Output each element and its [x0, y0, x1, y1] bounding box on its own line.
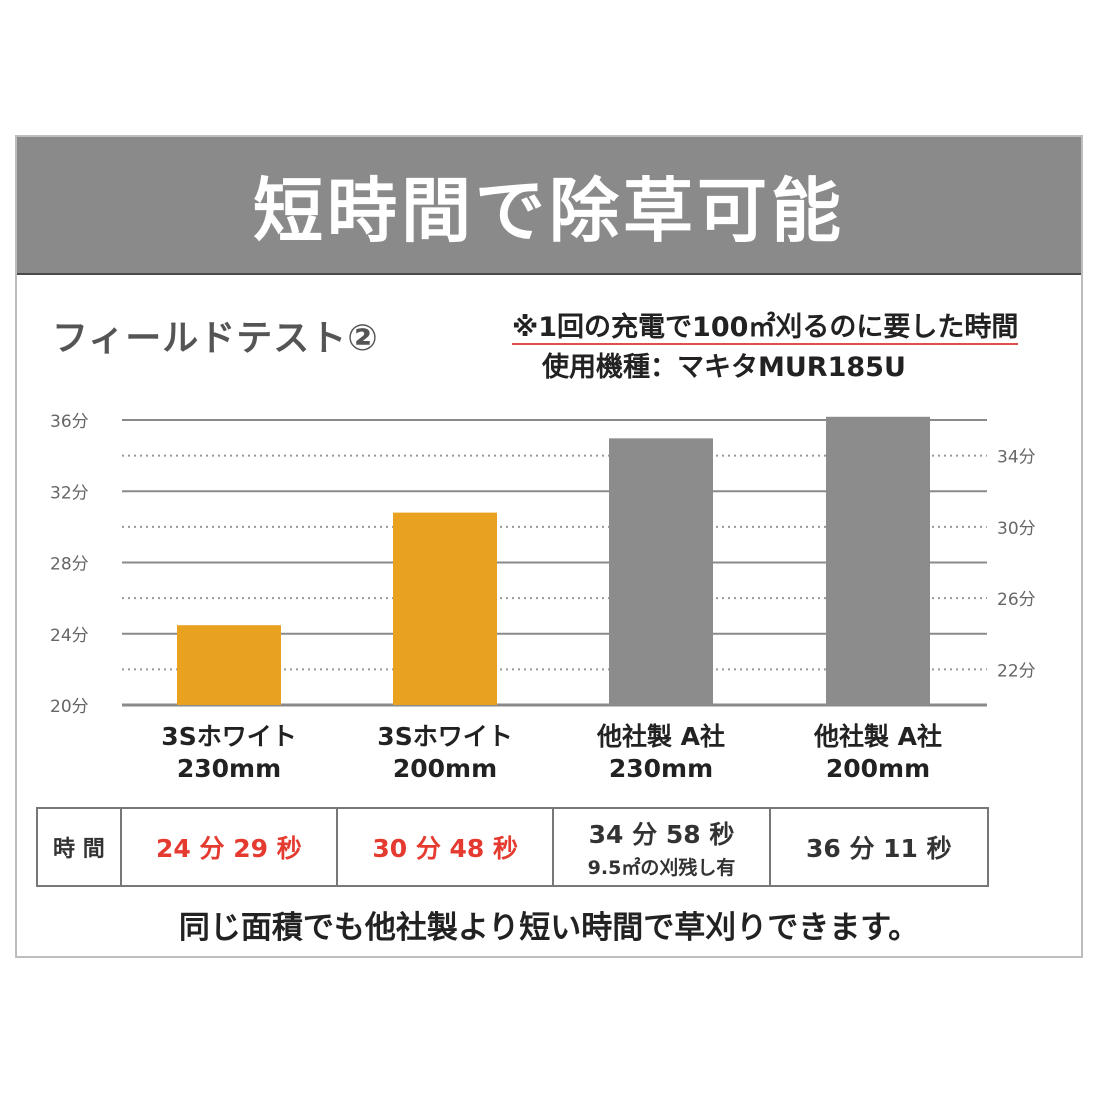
- chart-panel: 短時間で除草可能 フィールドテスト② ※1回の充電で100㎡刈るのに要した時間 …: [15, 135, 1083, 958]
- left-tick-label: 32分: [50, 483, 89, 503]
- time-cell-4-main: 36 分 11 秒: [805, 834, 952, 863]
- time-cell-3: 34 分 58 秒 9.5㎡の刈残し有: [554, 809, 771, 885]
- time-table: 時 間 24 分 29 秒 30 分 48 秒 34 分 58 秒 9.5㎡の刈…: [36, 807, 989, 887]
- category-label: 230mm: [609, 754, 713, 783]
- time-cell-1-main: 24 分 29 秒: [156, 834, 302, 863]
- time-cell-2-main: 30 分 48 秒: [372, 834, 519, 863]
- left-tick-label: 20分: [50, 697, 89, 717]
- bar: [826, 416, 930, 705]
- category-label: 230mm: [177, 754, 281, 783]
- time-cell-3-main: 34 分 58 秒: [588, 819, 735, 849]
- left-tick-label: 24分: [50, 626, 89, 646]
- banner-title: 短時間で除草可能: [253, 169, 845, 252]
- category-label: 200mm: [826, 754, 930, 783]
- right-tick-label: 34分: [997, 448, 1036, 468]
- right-tick-label: 22分: [997, 661, 1036, 681]
- title-banner: 短時間で除草可能: [17, 137, 1081, 275]
- bar: [177, 625, 281, 705]
- bar-chart: 34分 30分 26分 22分 36分 32分 28分 24分 20分 3Sホワイト 230mm 3S…: [50, 412, 1036, 783]
- bar: [393, 512, 497, 705]
- time-cell-1: 24 分 29 秒: [122, 809, 339, 885]
- footer-note: 同じ面積でも他社製より短い時間で草刈りできます。: [178, 910, 920, 946]
- time-table-header: 時 間: [38, 809, 122, 885]
- left-tick-label: 28分: [50, 555, 89, 575]
- note-line-1: ※1回の充電で100㎡刈るのに要した時間: [512, 305, 1019, 345]
- left-tick-label: 36分: [50, 412, 89, 432]
- category-label: 3Sホワイト: [377, 722, 512, 751]
- right-tick-label: 30分: [997, 519, 1036, 539]
- time-cell-3-sub: 9.5㎡の刈残し有: [587, 856, 736, 879]
- time-cell-4: 36 分 11 秒: [771, 809, 987, 885]
- note-line-2: 使用機種：マキタMUR185U: [542, 352, 906, 383]
- time-cell-2: 30 分 48 秒: [338, 809, 555, 885]
- category-label: 他社製 A社: [813, 722, 942, 751]
- category-label: 200mm: [393, 754, 497, 783]
- section-title: フィールドテスト②: [52, 318, 379, 359]
- note-line-1-text: ※1回の充電で100㎡刈るのに要した時間: [512, 312, 1019, 345]
- bar: [609, 438, 713, 705]
- category-label: 他社製 A社: [596, 722, 725, 751]
- category-label: 3Sホワイト: [161, 722, 296, 751]
- right-tick-label: 26分: [997, 590, 1036, 610]
